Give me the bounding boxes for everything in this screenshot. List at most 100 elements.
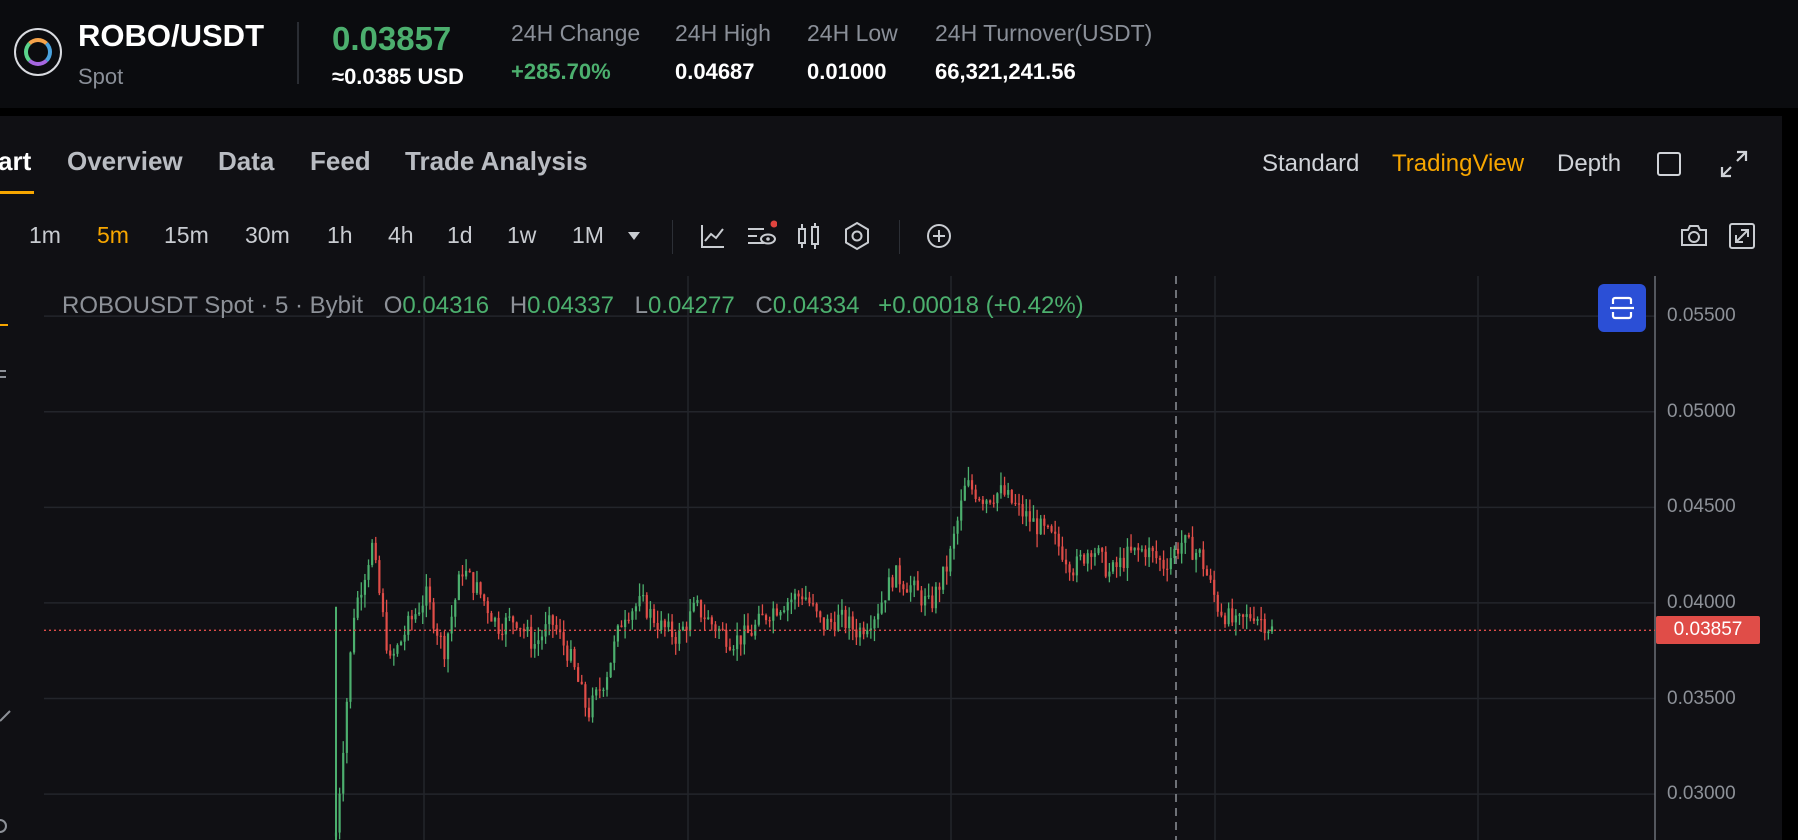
legend-symbol: ROBOUSDT Spot	[62, 292, 254, 319]
price-chart[interactable]: ROBOUSDT Spot · 5 · Bybit O0.04316 H0.04…	[0, 276, 1782, 840]
candle-body	[1093, 553, 1097, 557]
tab-feed[interactable]: Feed	[310, 146, 371, 176]
candle-body	[1082, 554, 1086, 564]
candle-body	[999, 485, 1003, 494]
interval-1w[interactable]: 1w	[507, 222, 537, 248]
candlestick-chart[interactable]	[0, 276, 1782, 840]
stat-value: 0.01000	[807, 59, 887, 84]
candle-body	[602, 689, 605, 691]
candle-body	[945, 566, 948, 572]
toolbar-divider	[899, 220, 900, 254]
candle-body	[410, 615, 413, 620]
candle-body	[902, 584, 905, 590]
interval-1d[interactable]: 1d	[447, 222, 473, 248]
ohlc-legend: ROBOUSDT Spot · 5 · Bybit O0.04316 H0.04…	[62, 292, 1084, 320]
interval-1h[interactable]: 1h	[327, 222, 353, 248]
stat-value: +285.70%	[511, 59, 611, 84]
candle-body	[374, 542, 377, 561]
candle-body	[822, 617, 825, 630]
candlestick-icon[interactable]	[793, 220, 825, 252]
candle-body	[808, 597, 811, 604]
candle-body	[985, 500, 988, 504]
eye-icon[interactable]	[745, 220, 777, 252]
legend-sep-dot: ·	[260, 292, 275, 319]
candle-body	[1133, 547, 1136, 551]
layout-checkbox[interactable]	[1657, 152, 1681, 176]
tab-data[interactable]: Data	[218, 146, 275, 176]
candle-body	[1075, 556, 1078, 576]
candle-body	[367, 565, 370, 580]
candle-body	[790, 599, 793, 603]
candle-body	[884, 600, 887, 603]
candle-body	[631, 611, 634, 620]
camera-icon[interactable]	[1678, 220, 1710, 252]
page-edge	[1782, 116, 1798, 840]
reset-scale-button[interactable]	[1598, 284, 1646, 332]
candle-body	[1021, 504, 1024, 517]
candle-body	[981, 499, 984, 504]
candle-body	[1032, 518, 1035, 522]
tab-overview[interactable]: Overview	[67, 146, 183, 176]
candle-body	[974, 489, 977, 499]
candle-body	[1003, 485, 1006, 495]
candle-body	[634, 606, 638, 612]
candle-body	[598, 689, 601, 691]
interval-5m[interactable]: 5m	[97, 222, 129, 248]
tab-chart[interactable]: art	[0, 146, 32, 176]
candle-body	[1057, 533, 1060, 547]
view-standard[interactable]: Standard	[1262, 150, 1360, 177]
candle-body	[548, 615, 551, 625]
tab-trade-analysis[interactable]: Trade Analysis	[405, 146, 588, 176]
candle-body	[421, 605, 424, 613]
interval-1m[interactable]: 1m	[29, 222, 61, 248]
pair-title[interactable]: ROBO/USDT	[78, 18, 264, 53]
candle-body	[1256, 619, 1259, 621]
legend-open-label: O	[383, 292, 403, 319]
plus-circle-icon[interactable]	[923, 220, 955, 252]
candle-body	[465, 570, 468, 577]
view-depth[interactable]: Depth	[1557, 150, 1622, 177]
candle-body	[1079, 554, 1082, 557]
candle-body	[371, 542, 374, 566]
candle-body	[1104, 551, 1107, 577]
candle-body	[880, 602, 883, 614]
candle-body	[1028, 511, 1031, 522]
candle-body	[613, 641, 616, 663]
candle-body	[609, 662, 612, 678]
expand-icon[interactable]	[1726, 220, 1758, 252]
candle-body	[403, 634, 406, 642]
candle-body	[660, 620, 663, 631]
hex-gear-icon[interactable]	[841, 220, 873, 252]
view-tradingview[interactable]: TradingView	[1392, 150, 1525, 177]
interval-30m[interactable]: 30m	[245, 222, 290, 248]
candle-body	[389, 650, 392, 656]
candle-body	[750, 632, 753, 636]
price-axis-label: 0.03500	[1667, 687, 1736, 709]
candle-body	[804, 597, 807, 600]
candle-body	[815, 603, 818, 612]
stat-label: 24H Change	[511, 20, 641, 46]
candle-body	[443, 635, 446, 660]
candle-body	[692, 602, 695, 612]
fullscreen-icon[interactable]	[1719, 149, 1749, 179]
candle-body	[696, 600, 699, 603]
active-tab-indicator	[0, 191, 34, 194]
candle-body	[876, 613, 880, 620]
legend-close-label: C	[755, 292, 773, 319]
candle-body	[345, 701, 348, 753]
candle-body	[1129, 546, 1133, 551]
caret-down-icon[interactable]	[624, 226, 644, 246]
candle-body	[352, 617, 356, 653]
interval-1M[interactable]: 1M	[572, 222, 604, 248]
interval-4h[interactable]: 4h	[388, 222, 414, 248]
interval-15m[interactable]: 15m	[164, 222, 209, 248]
candle-body	[1263, 619, 1266, 634]
candle-body	[1187, 535, 1190, 537]
legend-exchange: Bybit	[309, 292, 364, 319]
candle-body	[1140, 549, 1143, 551]
candle-body	[501, 633, 504, 636]
market-type: Spot	[78, 64, 124, 89]
indicators-icon[interactable]	[697, 220, 729, 252]
candle-body	[779, 612, 782, 616]
candle-body	[378, 560, 381, 594]
